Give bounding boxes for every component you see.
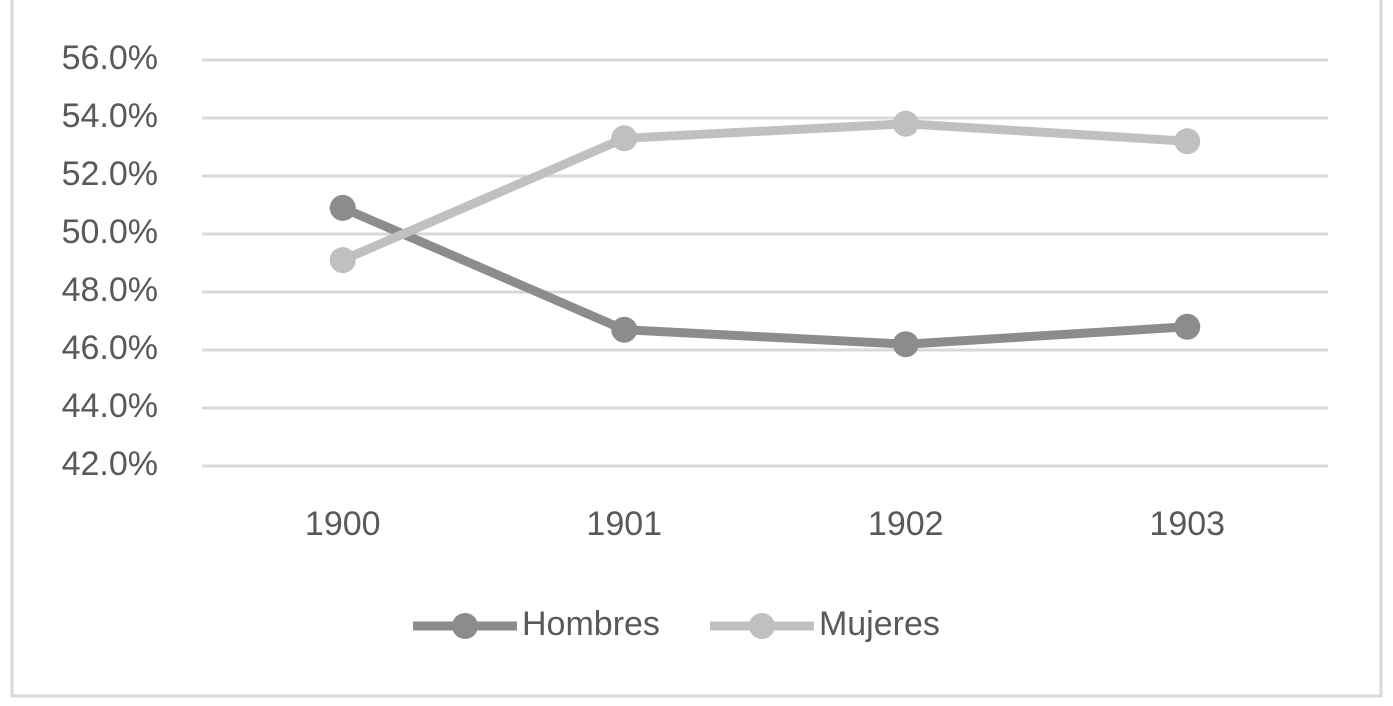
x-tick-label: 1900 bbox=[305, 505, 381, 543]
series-line bbox=[340, 203, 1188, 349]
x-tick-label: 1903 bbox=[1149, 505, 1225, 543]
y-tick-label: 56.0% bbox=[62, 39, 158, 77]
x-tick-label: 1901 bbox=[586, 505, 662, 543]
y-tick-label: 54.0% bbox=[62, 97, 158, 135]
x-tick-label: 1902 bbox=[868, 505, 944, 543]
point-marker bbox=[892, 331, 919, 358]
point-marker bbox=[611, 125, 638, 152]
point-marker bbox=[611, 316, 638, 343]
y-tick-label: 42.0% bbox=[62, 445, 158, 483]
point-marker bbox=[329, 247, 356, 274]
y-tick-label: 50.0% bbox=[62, 213, 158, 251]
legend-label: Mujeres bbox=[819, 605, 940, 643]
legend-marker bbox=[748, 613, 775, 639]
chart-frame bbox=[10, 0, 1383, 698]
point-marker bbox=[892, 110, 919, 137]
y-tick-label: 44.0% bbox=[62, 387, 158, 425]
y-tick-label: 48.0% bbox=[62, 271, 158, 309]
series-line bbox=[340, 119, 1188, 265]
legend-marker bbox=[452, 613, 478, 639]
point-marker bbox=[1174, 128, 1201, 155]
y-tick-label: 52.0% bbox=[62, 155, 158, 193]
legend-label: Hombres bbox=[522, 605, 660, 643]
y-tick-label: 46.0% bbox=[62, 329, 158, 367]
point-marker bbox=[329, 194, 356, 221]
point-marker bbox=[1174, 313, 1201, 340]
